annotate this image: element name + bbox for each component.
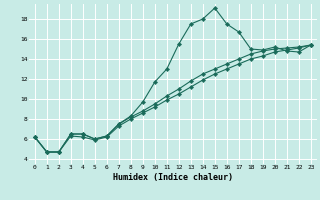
X-axis label: Humidex (Indice chaleur): Humidex (Indice chaleur) bbox=[113, 173, 233, 182]
